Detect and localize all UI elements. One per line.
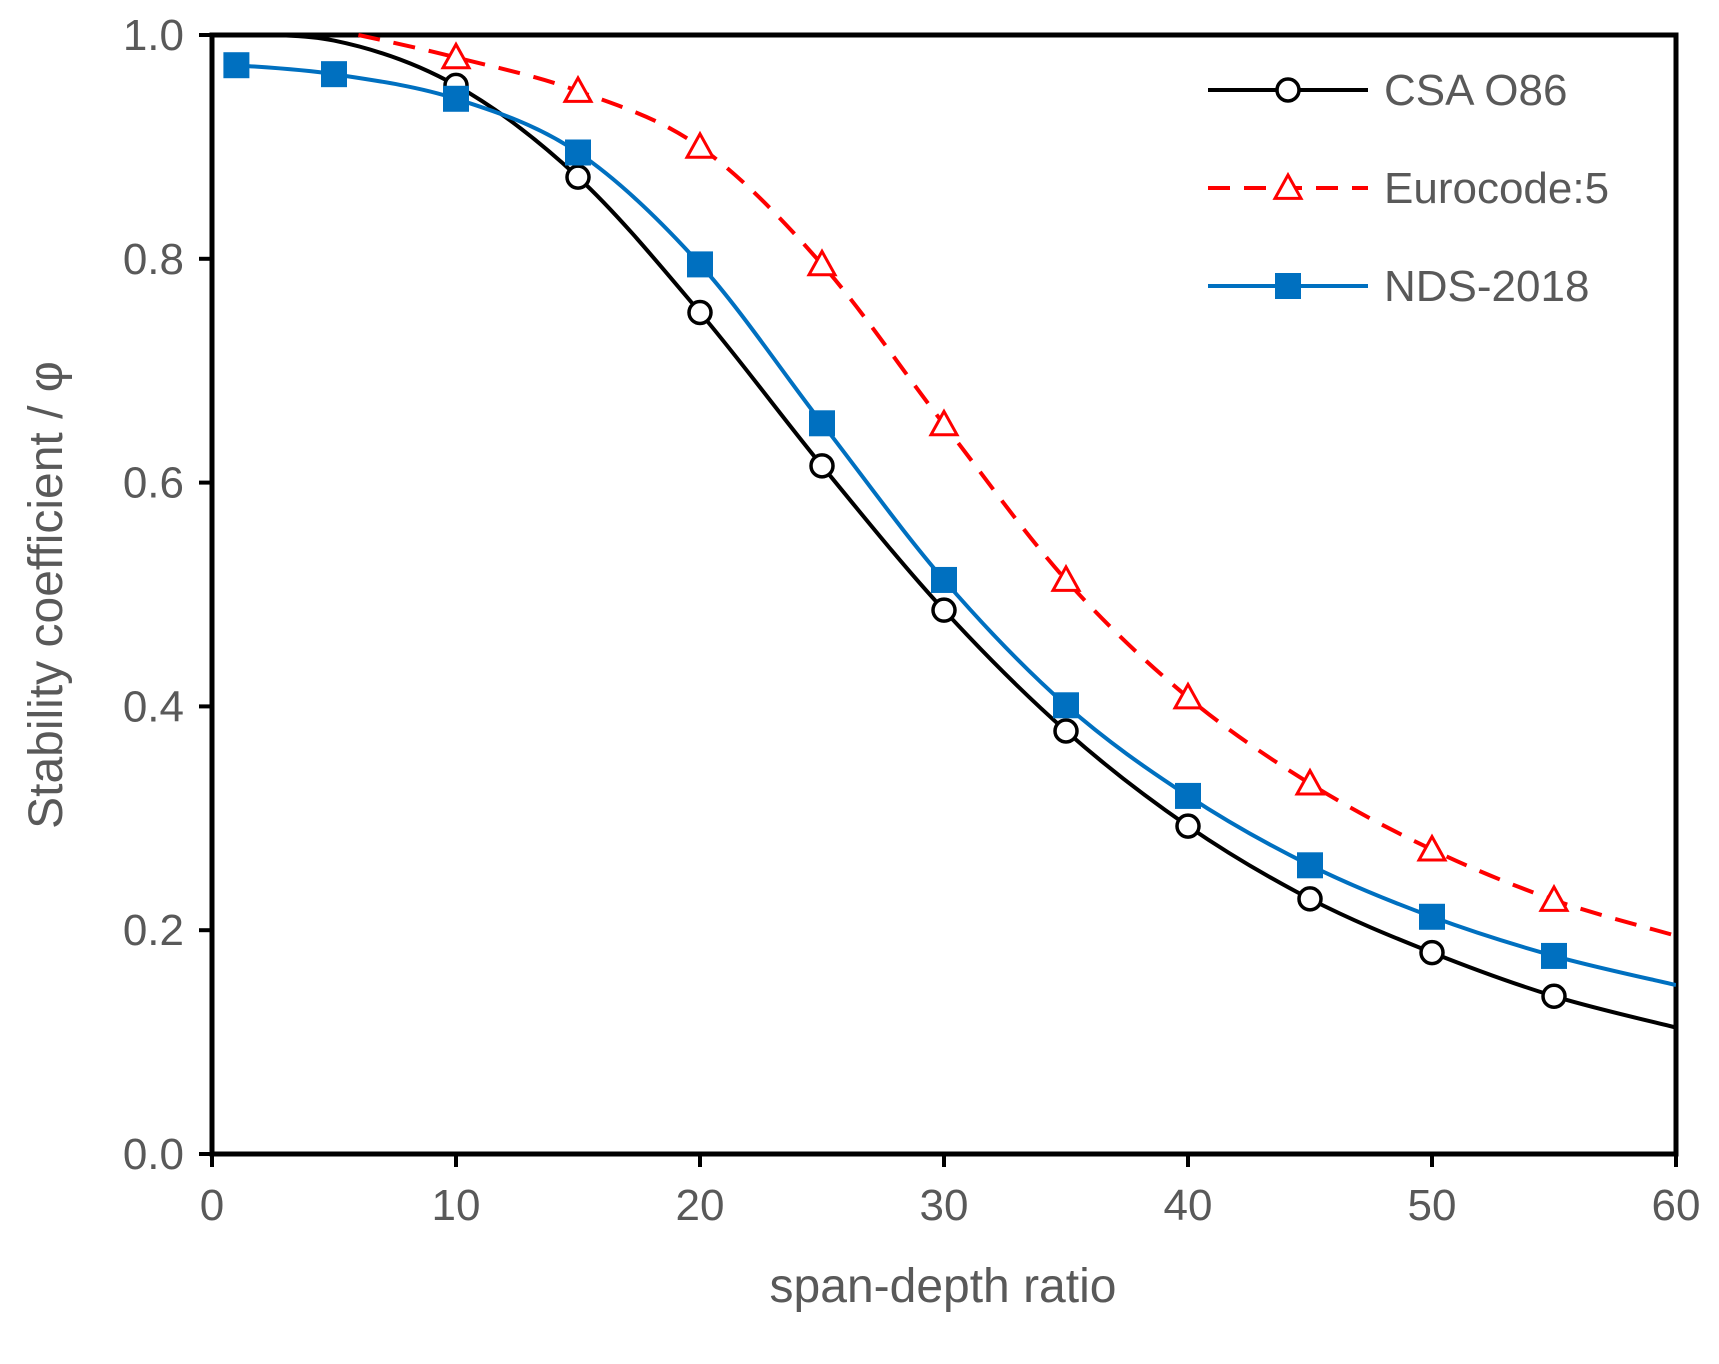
data-point-eurocode-5 bbox=[1172, 681, 1204, 710]
data-point-nds-2018 bbox=[1419, 903, 1445, 930]
data-point-csa-o86 bbox=[565, 164, 591, 190]
x-tick-label: 40 bbox=[1164, 1181, 1213, 1230]
legend-item-nds-2018: NDS-2018 bbox=[1208, 262, 1589, 311]
x-tick-label: 20 bbox=[676, 1181, 725, 1230]
y-tick-label: 0.6 bbox=[123, 459, 184, 508]
x-tick-label: 30 bbox=[920, 1181, 969, 1230]
data-point-nds-2018 bbox=[1053, 692, 1079, 719]
y-tick-label: 0.8 bbox=[123, 235, 184, 284]
y-tick-label: 1.0 bbox=[123, 11, 184, 60]
data-point-csa-o86 bbox=[687, 299, 713, 326]
data-point-eurocode-5 bbox=[1294, 767, 1326, 796]
data-point-nds-2018 bbox=[565, 139, 591, 166]
y-tick-label: 0.4 bbox=[123, 682, 184, 731]
data-point-nds-2018 bbox=[443, 85, 469, 112]
series-nds-2018 bbox=[223, 52, 1676, 987]
y-tick-label: 0.2 bbox=[123, 906, 184, 955]
legend-item-csa-o86: CSA O86 bbox=[1208, 66, 1567, 115]
y-axis-title: Stability coefficient / φ bbox=[20, 361, 73, 829]
data-point-nds-2018 bbox=[321, 61, 347, 88]
data-point-eurocode-5 bbox=[440, 41, 472, 70]
data-point-nds-2018 bbox=[809, 410, 835, 437]
legend-marker-eurocode-5 bbox=[1272, 171, 1304, 200]
data-point-nds-2018 bbox=[1297, 852, 1323, 879]
legend: CSA O86 Eurocode:5 NDS-2018 bbox=[1208, 66, 1609, 311]
data-point-nds-2018 bbox=[687, 251, 713, 278]
data-point-csa-o86 bbox=[1297, 886, 1323, 912]
data-point-nds-2018 bbox=[1175, 782, 1201, 809]
legend-label-csa-o86: CSA O86 bbox=[1384, 66, 1567, 115]
data-point-csa-o86 bbox=[931, 597, 957, 623]
y-tick-label: 0.0 bbox=[123, 1130, 184, 1179]
data-point-eurocode-5 bbox=[928, 408, 960, 437]
x-tick-label: 60 bbox=[1652, 1181, 1701, 1230]
tick-group: 0 10 20 30 40 50 60 0.0 0.2 0.4 0.6 0.8 1.0 bbox=[123, 11, 1701, 1230]
legend-marker-nds-2018 bbox=[1275, 273, 1301, 299]
x-tick-label: 0 bbox=[200, 1181, 224, 1230]
data-point-eurocode-5 bbox=[1538, 883, 1570, 912]
data-point-nds-2018 bbox=[223, 52, 250, 79]
data-point-csa-o86 bbox=[1541, 983, 1567, 1009]
data-point-nds-2018 bbox=[1541, 942, 1567, 969]
series-eurocode-5 bbox=[357, 33, 1676, 938]
data-point-eurocode-5 bbox=[1416, 833, 1448, 862]
legend-item-eurocode-5: Eurocode:5 bbox=[1208, 164, 1609, 213]
legend-label-nds-2018: NDS-2018 bbox=[1384, 262, 1589, 311]
data-point-csa-o86 bbox=[809, 453, 835, 479]
x-tick-label: 10 bbox=[432, 1181, 481, 1230]
data-point-csa-o86 bbox=[1419, 939, 1445, 966]
legend-marker-csa-o86 bbox=[1275, 77, 1301, 103]
data-point-nds-2018 bbox=[931, 566, 957, 593]
x-tick-label: 50 bbox=[1408, 1181, 1457, 1230]
x-axis-title: span-depth ratio bbox=[770, 1260, 1117, 1313]
legend-label-eurocode-5: Eurocode:5 bbox=[1384, 164, 1609, 213]
data-point-eurocode-5 bbox=[1050, 563, 1082, 592]
data-point-eurocode-5 bbox=[684, 130, 716, 159]
data-point-eurocode-5 bbox=[562, 74, 594, 103]
data-point-eurocode-5 bbox=[806, 248, 838, 277]
data-point-csa-o86 bbox=[1175, 813, 1201, 839]
data-point-csa-o86 bbox=[1053, 718, 1079, 744]
series-group bbox=[212, 33, 1676, 1030]
